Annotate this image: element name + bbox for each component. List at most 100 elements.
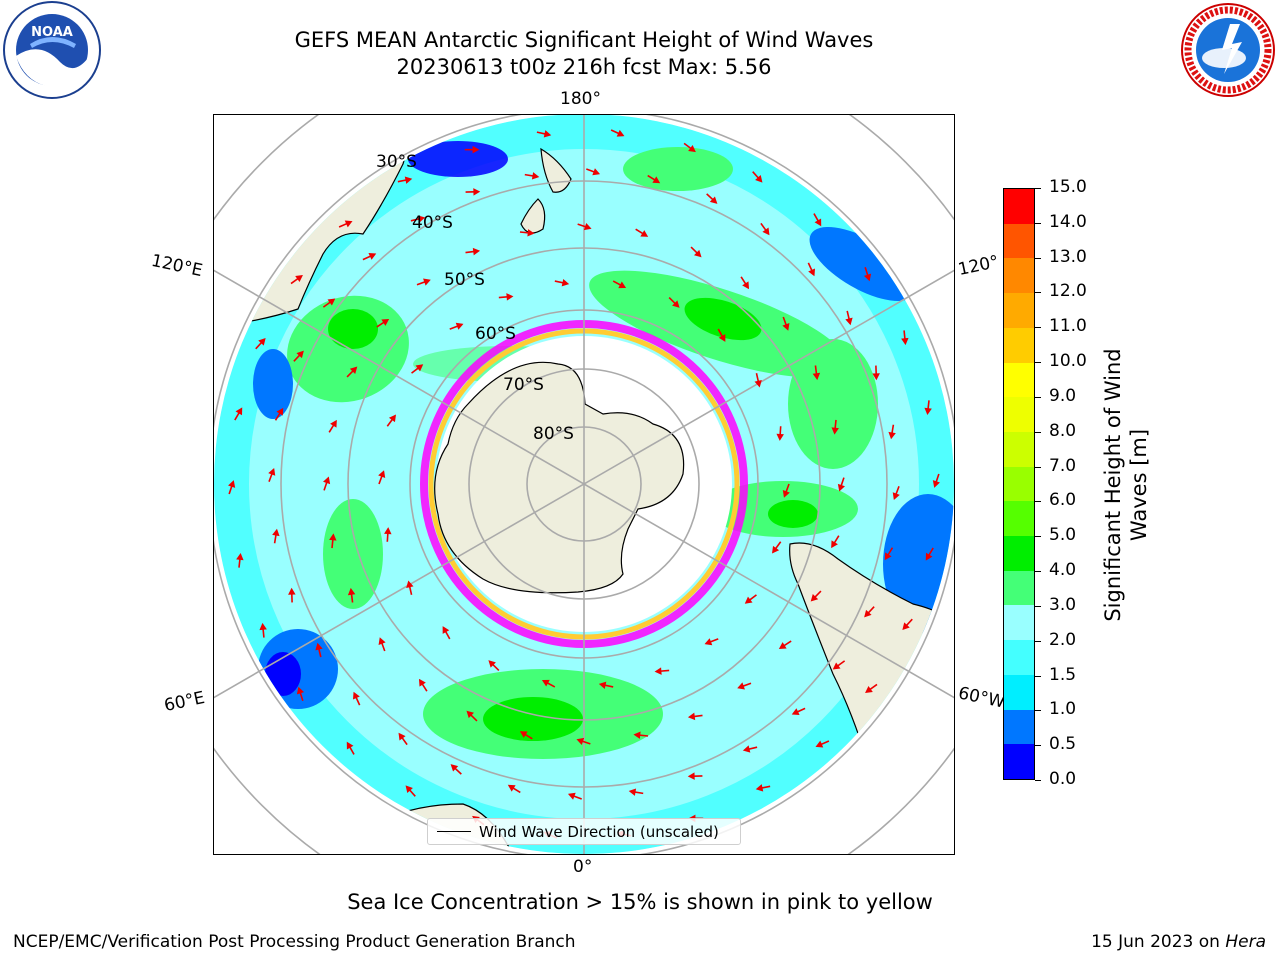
colorbar-tick-mark bbox=[1035, 466, 1041, 468]
wave-direction-arrowhead bbox=[755, 175, 763, 183]
wave-direction-arrowhead bbox=[472, 247, 481, 256]
wave-direction-arrowhead bbox=[808, 268, 816, 277]
colorbar-step bbox=[1004, 570, 1034, 606]
wave-direction-arrowhead bbox=[832, 662, 841, 670]
wave-direction-arrowhead bbox=[327, 298, 336, 306]
colorbar-step bbox=[1004, 189, 1034, 224]
noaa-logo-text: NOAA bbox=[31, 25, 73, 40]
wave-direction-arrowhead bbox=[347, 587, 356, 596]
wave-direction-arrowhead bbox=[346, 741, 354, 750]
footer-date: 15 Jun 2023 on bbox=[1091, 932, 1226, 952]
wave-direction-arrowhead bbox=[349, 366, 358, 374]
lat-label-50s: 50°S bbox=[444, 270, 485, 290]
wave-direction-arrowhead bbox=[837, 483, 845, 492]
colorbar-step bbox=[1004, 744, 1034, 779]
wave-direction-arrowhead bbox=[378, 637, 386, 645]
wave-direction-arrowhead bbox=[415, 364, 424, 372]
wave-direction-arrowhead bbox=[755, 784, 764, 792]
colorbar-tick-label: 11.0 bbox=[1049, 316, 1087, 337]
colorbar-step bbox=[1004, 466, 1034, 502]
title-line-2: 20230613 t00z 216h fcst Max: 5.56 bbox=[396, 55, 772, 79]
wave-direction-arrowhead bbox=[633, 731, 641, 739]
wave-direction-arrowhead bbox=[771, 545, 780, 554]
wave-direction-arrowhead bbox=[932, 480, 940, 488]
colorbar-tick-label: 9.0 bbox=[1049, 385, 1077, 406]
colorbar-step bbox=[1004, 397, 1034, 432]
legend-line-swatch bbox=[437, 831, 471, 832]
colorbar-tick-mark bbox=[1035, 675, 1041, 677]
wave-direction-arrowhead bbox=[315, 642, 323, 651]
wave-direction-arrowhead bbox=[924, 407, 932, 415]
wave-direction-arrowhead bbox=[330, 419, 337, 428]
wave-direction-arrowhead bbox=[737, 682, 745, 690]
wave-direction-arrowhead bbox=[742, 281, 750, 290]
colorbar-tick-mark bbox=[1035, 396, 1041, 398]
wave-direction-arrowhead bbox=[381, 318, 390, 326]
lat-label-60s: 60°S bbox=[475, 324, 516, 344]
colorbar-tick-label: 3.0 bbox=[1049, 594, 1077, 615]
wave-direction-arrowhead bbox=[592, 168, 601, 176]
colorbar-tick-label: 13.0 bbox=[1049, 246, 1087, 267]
wave-direction-arrowhead bbox=[618, 281, 627, 289]
wave-direction-arrowhead bbox=[616, 129, 625, 137]
colorbar-tick-label: 7.0 bbox=[1049, 455, 1077, 476]
wave-direction-arrowhead bbox=[672, 300, 680, 308]
colorbar-step bbox=[1004, 501, 1034, 537]
colorbar-step bbox=[1004, 605, 1034, 641]
colorbar-tick-mark bbox=[1035, 501, 1041, 503]
wave-direction-arrowhead bbox=[417, 215, 426, 223]
wave-direction-arrowhead bbox=[845, 317, 853, 326]
colorbar-tick-mark bbox=[1035, 257, 1041, 259]
lat-label-40s: 40°S bbox=[412, 213, 453, 233]
colorbar-tick-mark bbox=[1035, 571, 1041, 573]
colorbar-step bbox=[1004, 327, 1034, 363]
wave-direction-arrowhead bbox=[782, 490, 790, 498]
wave-direction-arrowhead bbox=[388, 414, 397, 423]
colorbar-step bbox=[1004, 709, 1034, 745]
wave-direction-arrowhead bbox=[744, 596, 753, 604]
wave-direction-arrowhead bbox=[831, 427, 839, 435]
wave-direction-arrowhead bbox=[384, 527, 392, 535]
wave-direction-arrowhead bbox=[541, 679, 550, 687]
lat-label-70s: 70°S bbox=[503, 375, 544, 395]
colorbar-step bbox=[1004, 223, 1034, 259]
colorbar-tick-mark bbox=[1035, 536, 1041, 538]
colorbar-tick-mark bbox=[1035, 431, 1041, 433]
wave-direction-arrowhead bbox=[473, 188, 481, 196]
lon-label-120e: 120°E bbox=[149, 250, 205, 282]
wave-direction-arrowhead bbox=[718, 334, 726, 342]
colorbar-tick-mark bbox=[1035, 745, 1041, 747]
colorbar-tick-label: 4.0 bbox=[1049, 560, 1077, 581]
wave-direction-arrowhead bbox=[368, 252, 377, 260]
colorbar-tick-mark bbox=[1035, 327, 1041, 329]
wave-direction-arrowhead bbox=[329, 533, 337, 541]
wave-direction-arrowhead bbox=[810, 594, 819, 602]
wave-direction-arrowhead bbox=[704, 638, 713, 646]
wave-direction-arrowhead bbox=[288, 587, 296, 595]
wave-direction-arrowhead bbox=[628, 788, 637, 796]
wave-direction-arrowhead bbox=[831, 540, 838, 549]
colorbar-step bbox=[1004, 258, 1034, 294]
colorbar-step bbox=[1004, 362, 1034, 398]
caption: Sea Ice Concentration > 15% is shown in … bbox=[347, 890, 933, 914]
wave-direction-arrowhead bbox=[865, 685, 873, 693]
wave-direction-arrowhead bbox=[583, 223, 592, 231]
colorbar-tick-mark bbox=[1035, 188, 1041, 189]
colorbar-step bbox=[1004, 674, 1034, 710]
wave-direction-arrowhead bbox=[688, 145, 696, 153]
colorbar-tick-label: 1.0 bbox=[1049, 699, 1077, 720]
wave-direction-arrowhead bbox=[344, 220, 353, 228]
wave-direction-arrowhead bbox=[235, 407, 243, 416]
lon-label-60w: 60°W bbox=[956, 683, 1007, 713]
lat-label-80s: 80°S bbox=[533, 424, 574, 444]
wave-direction-arrowhead bbox=[892, 492, 900, 501]
noaa-logo: NOAA bbox=[0, 0, 104, 100]
wave-direction-arrowhead bbox=[405, 785, 413, 793]
wave-direction-arrowhead bbox=[652, 176, 661, 184]
wave-direction-arrowhead bbox=[519, 731, 528, 738]
wave-direction-arrowhead bbox=[531, 172, 540, 180]
wave-direction-arrowhead bbox=[888, 431, 896, 440]
polar-map bbox=[128, 28, 1040, 940]
legend-label: Wind Wave Direction (unscaled) bbox=[479, 822, 719, 841]
wave-direction-arrowhead bbox=[709, 196, 718, 204]
